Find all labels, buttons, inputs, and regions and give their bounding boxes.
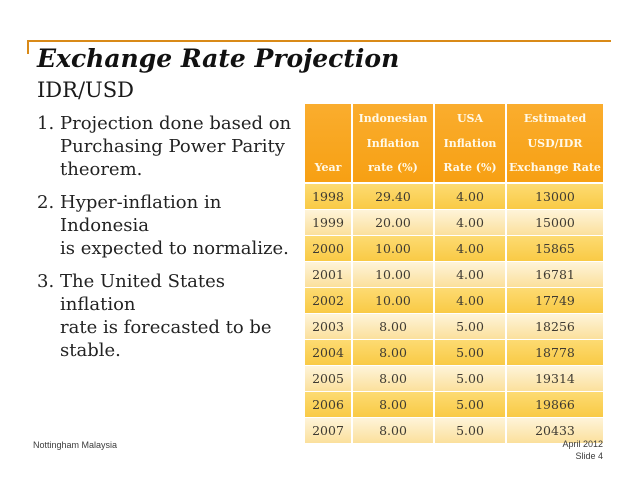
slide-title: Exchange Rate Projection — [37, 44, 400, 73]
header-line: Year — [314, 161, 342, 174]
usa-inflation-cell: 5.00 — [435, 418, 507, 443]
header-line: Inflation — [366, 136, 420, 150]
table-row: 2003 8.00 5.00 18256 — [305, 313, 603, 339]
table-header-usa-inflation: USA Inflation Rate (%) — [435, 104, 507, 182]
year-cell: 2002 — [305, 288, 353, 313]
footer-date: April 2012 — [562, 439, 603, 449]
list-item-text: Hyper-inflation in Indonesia is expected… — [60, 192, 289, 259]
usa-inflation-cell: 4.00 — [435, 210, 507, 235]
year-cell: 2003 — [305, 314, 353, 339]
table-row: 2005 8.00 5.00 19314 — [305, 365, 603, 391]
usa-inflation-cell: 4.00 — [435, 288, 507, 313]
year-cell: 2001 — [305, 262, 353, 287]
slide-subtitle: IDR/USD — [37, 78, 134, 102]
exchange-rate-table: Year Indonesian Inflation rate (%) USA I… — [305, 104, 603, 443]
footer-date-slide: April 2012 Slide 4 — [483, 438, 603, 462]
usa-inflation-cell: 4.00 — [435, 262, 507, 287]
year-cell: 2006 — [305, 392, 353, 417]
exchange-rate-cell: 15865 — [535, 241, 575, 256]
table-header-indonesian-inflation: Indonesian Inflation rate (%) — [353, 104, 435, 182]
exchange-rate-cell: 19314 — [535, 371, 575, 386]
table-row: 2004 8.00 5.00 18778 — [305, 339, 603, 365]
year-cell: 1999 — [305, 210, 353, 235]
table-row: 2002 10.00 4.00 17749 — [305, 287, 603, 313]
header-line: Exchange Rate — [509, 161, 601, 174]
exchange-rate-cell: 18256 — [535, 319, 575, 334]
exchange-rate-cell: 19866 — [535, 397, 575, 412]
exchange-rate-cell: 20433 — [535, 423, 575, 438]
table-header-year: Year — [305, 104, 353, 182]
year-cell: 2005 — [305, 366, 353, 391]
header-line: USA — [456, 112, 484, 125]
list-item: 2. Hyper-inflation in Indonesia is expec… — [37, 191, 305, 260]
list-item: 3. The United States inflation rate is f… — [37, 270, 305, 362]
title-accent-line — [27, 40, 611, 42]
header-line: rate (%) — [368, 161, 418, 174]
header-line: Indonesian — [358, 112, 428, 125]
usa-inflation-cell: 5.00 — [435, 340, 507, 365]
numbered-list: 1. Projection done based on Purchasing P… — [37, 112, 305, 372]
header-line: Estimated — [523, 112, 587, 125]
table-row: 2000 10.00 4.00 15865 — [305, 235, 603, 261]
exchange-rate-cell: 17749 — [535, 293, 575, 308]
list-item-text: The United States inflation rate is fore… — [60, 271, 272, 361]
list-item-text: Projection done based on Purchasing Powe… — [60, 113, 292, 180]
table-header-exchange-rate: Estimated USD/IDR Exchange Rate — [507, 104, 603, 182]
year-cell: 1998 — [305, 184, 353, 209]
indonesian-inflation-cell: 20.00 — [353, 210, 435, 235]
indonesian-inflation-cell: 8.00 — [353, 392, 435, 417]
footer-institution: Nottingham Malaysia — [33, 440, 118, 450]
list-item: 1. Projection done based on Purchasing P… — [37, 112, 305, 181]
exchange-rate-cell: 18778 — [535, 345, 575, 360]
table-row: 2007 8.00 5.00 20433 — [305, 417, 603, 443]
indonesian-inflation-cell: 8.00 — [353, 366, 435, 391]
table-row: 1998 29.40 4.00 13000 — [305, 183, 603, 209]
indonesian-inflation-cell: 8.00 — [353, 314, 435, 339]
exchange-rate-cell: 15000 — [535, 215, 575, 230]
indonesian-inflation-cell: 10.00 — [353, 262, 435, 287]
header-line: Inflation — [443, 136, 497, 150]
footer-slide-number: Slide 4 — [575, 451, 603, 461]
table-header-row: Year Indonesian Inflation rate (%) USA I… — [305, 104, 603, 183]
year-cell: 2004 — [305, 340, 353, 365]
exchange-rate-cell: 16781 — [535, 267, 575, 282]
year-cell: 2007 — [305, 418, 353, 443]
indonesian-inflation-cell: 8.00 — [353, 418, 435, 443]
usa-inflation-cell: 4.00 — [435, 236, 507, 261]
indonesian-inflation-cell: 29.40 — [353, 184, 435, 209]
usa-inflation-cell: 5.00 — [435, 392, 507, 417]
indonesian-inflation-cell: 8.00 — [353, 340, 435, 365]
table-row: 2001 10.00 4.00 16781 — [305, 261, 603, 287]
exchange-rate-cell: 13000 — [535, 189, 575, 204]
table-row: 1999 20.00 4.00 15000 — [305, 209, 603, 235]
header-line: USD/IDR — [527, 136, 583, 150]
title-accent-corner — [27, 40, 29, 54]
header-line: Rate (%) — [443, 161, 497, 174]
indonesian-inflation-cell: 10.00 — [353, 288, 435, 313]
indonesian-inflation-cell: 10.00 — [353, 236, 435, 261]
list-item-number: 1. — [37, 113, 55, 134]
usa-inflation-cell: 4.00 — [435, 184, 507, 209]
usa-inflation-cell: 5.00 — [435, 314, 507, 339]
usa-inflation-cell: 5.00 — [435, 366, 507, 391]
list-item-number: 2. — [37, 192, 55, 213]
list-item-number: 3. — [37, 271, 55, 292]
table-row: 2006 8.00 5.00 19866 — [305, 391, 603, 417]
year-cell: 2000 — [305, 236, 353, 261]
table-body: 1998 29.40 4.00 13000 1999 20.00 4.00 15… — [305, 183, 603, 443]
